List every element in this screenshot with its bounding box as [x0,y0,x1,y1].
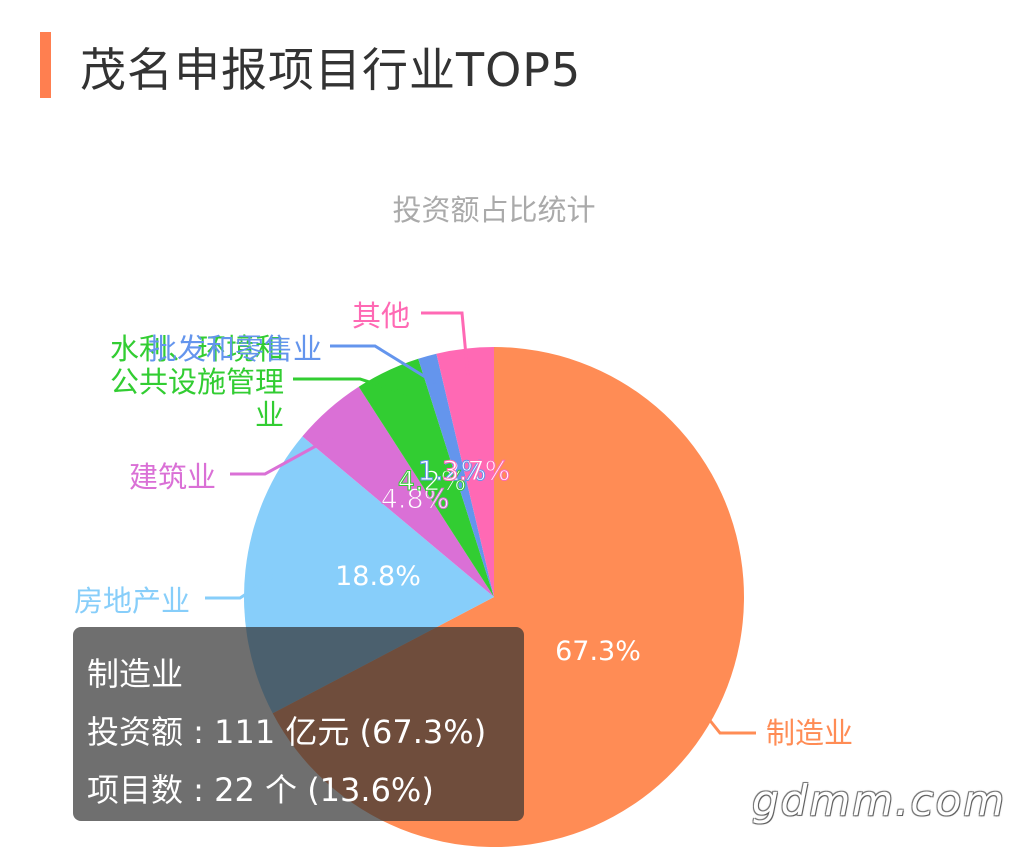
data-label-wholesale-retail: 1.2% [418,456,487,487]
category-label-construction: 建筑业 [129,460,216,494]
category-label-other: 其他 [352,299,410,333]
pie-slice-other[interactable] [436,347,494,597]
watermark: gdmm.com [752,776,1007,825]
leader-line-real-estate [205,573,276,600]
data-label-real-estate: 18.8% [335,561,421,592]
pie-slice-water-environment[interactable] [358,358,494,597]
category-label-manufacturing: 制造业 [766,716,853,750]
data-label-manufacturing: 67.3% [555,636,641,667]
data-label-construction: 4.8% [381,484,450,515]
leader-line-manufacturing [706,717,756,735]
tooltip-investment: 投资额 : 111 亿元 (67.3%) [87,713,487,751]
page-title: 茂名申报项目行业TOP5 [80,43,582,97]
tooltip: 制造业 投资额 : 111 亿元 (67.3%) 项目数 : 22 个 (13.… [73,627,524,821]
category-label-wholesale-retail: 批发和零售业 [148,332,322,366]
leader-line-construction [230,428,346,476]
category-label-water-environment: 水利、环境和公共设施管理业 [110,332,284,432]
tooltip-title: 制造业 [87,655,184,693]
data-label-water-environment: 4.2% [398,466,467,497]
leader-line-water-environment [293,377,411,397]
pie-slice-wholesale-retail[interactable] [418,353,494,597]
tooltip-projects: 项目数 : 22 个 (13.6%) [87,771,434,809]
pie-slice-construction[interactable] [302,386,494,597]
chart-title: 投资额占比统计 [392,193,595,227]
leader-line-other [421,311,470,378]
leader-line-wholesale-retail [330,344,436,385]
category-label-real-estate: 房地产业 [74,584,190,618]
title-accent-bar [40,32,51,98]
data-label-other: 3.7% [442,456,511,487]
